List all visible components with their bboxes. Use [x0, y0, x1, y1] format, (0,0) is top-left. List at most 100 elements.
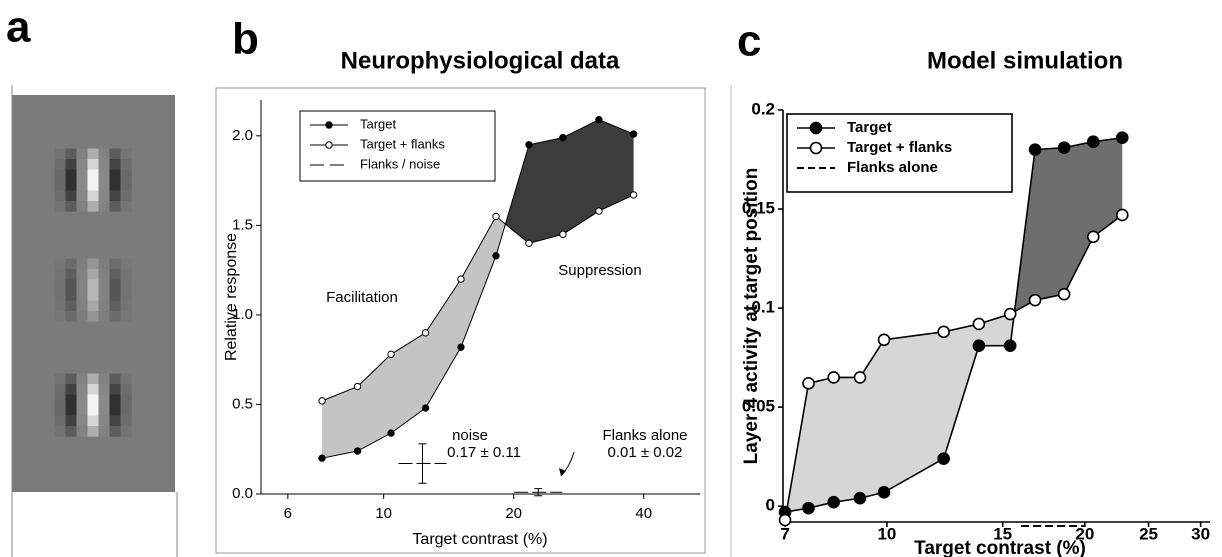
marker: [629, 191, 638, 199]
stimulus-pixel: [87, 159, 99, 170]
stimulus-pixel: [76, 384, 88, 395]
marker: [318, 397, 326, 405]
panel-label: a: [6, 3, 31, 52]
marker: [525, 141, 533, 149]
y-tick-label: 0.0: [232, 485, 253, 502]
region-label: Suppression: [558, 262, 641, 279]
stimulus-pixel: [76, 426, 88, 437]
stimulus-pixel: [98, 258, 110, 270]
stimulus-pixel: [54, 159, 66, 170]
arrow-head: [559, 468, 566, 476]
stimulus-pixel: [109, 311, 121, 322]
x-tick-label: 40: [635, 505, 652, 522]
stimulus-pixel: [109, 394, 121, 406]
stimulus-pixel: [120, 311, 132, 322]
stimulus-pixel: [54, 415, 66, 427]
chart-title: Neurophysiological data: [341, 47, 620, 74]
stimulus-pixel: [87, 311, 99, 322]
stimulus-pixel: [109, 373, 121, 385]
marker: [318, 454, 326, 462]
stimulus-pixel: [109, 190, 121, 202]
stimulus-pixel: [87, 269, 99, 280]
stimulus-pixel: [120, 405, 132, 416]
marker: [353, 382, 362, 391]
stimulus-pixel: [65, 426, 77, 437]
stimulus-pixel: [109, 384, 121, 395]
error-label: Flanks alone: [602, 427, 687, 444]
legend-box: [786, 113, 1013, 193]
stimulus-pixel: [65, 159, 77, 170]
stimulus-pixel: [65, 279, 77, 291]
stimulus-pixel: [87, 290, 99, 301]
stimulus-pixel: [109, 169, 121, 181]
stimulus-pixel: [87, 148, 99, 160]
y-tick-label: 1.0: [232, 306, 253, 323]
stimulus-pixel: [87, 279, 99, 291]
stimulus-pixel: [76, 394, 88, 406]
stimulus-pixel: [76, 169, 88, 181]
stimulus-pixel: [54, 279, 66, 291]
stimulus-pixel: [65, 311, 77, 322]
stimulus-pixel: [54, 180, 66, 191]
stimulus-pixel: [109, 279, 121, 291]
stimulus-pixel: [109, 148, 121, 160]
y-tick-label: 0.1: [751, 298, 775, 317]
y-axis-label: Relative response: [223, 233, 240, 361]
stimulus-pixel: [76, 190, 88, 202]
stimulus-pixel: [54, 258, 66, 270]
marker: [525, 239, 533, 247]
stimulus-pixel: [76, 300, 88, 312]
x-tick-label: 7: [780, 524, 789, 543]
stimulus-pixel: [109, 426, 121, 437]
marker: [387, 350, 395, 359]
chart-title: Model simulation: [927, 47, 1123, 74]
marker: [559, 133, 567, 142]
marker: [457, 275, 465, 283]
stimulus-pixel: [87, 258, 99, 270]
series-line: [321, 119, 634, 459]
error-value-label: 0.01 ± 0.02: [608, 444, 683, 461]
marker: [1003, 339, 1017, 353]
x-tick-label: 6: [284, 505, 292, 522]
stimulus-pixel: [98, 311, 110, 322]
marker: [1057, 287, 1071, 301]
marker: [877, 485, 891, 499]
marker: [1115, 131, 1129, 145]
marker: [937, 452, 950, 465]
marker: [1057, 141, 1071, 154]
stimulus-pixel: [65, 373, 77, 385]
marker: [457, 343, 465, 351]
legend-marker: [809, 121, 823, 135]
stimulus-pixel: [54, 384, 66, 395]
stimulus-pixel: [109, 201, 121, 212]
region-label: Facilitation: [326, 289, 398, 306]
stimulus-pixel: [87, 190, 99, 202]
stimulus-pixel: [98, 384, 110, 395]
marker: [972, 339, 986, 353]
marker: [802, 501, 815, 515]
stimulus-pixel: [65, 300, 77, 312]
marker: [937, 325, 950, 339]
stimulus-pixel: [65, 258, 77, 270]
stimulus-pixel: [76, 201, 88, 212]
stimulus-pixel: [120, 373, 132, 385]
stimulus-pixel: [54, 201, 66, 212]
stimulus-pixel: [109, 415, 121, 427]
panel-label: c: [737, 17, 761, 66]
stimulus-pixel: [120, 148, 132, 160]
x-tick-label: 10: [877, 524, 896, 543]
stimulus-pixel: [87, 384, 99, 395]
stimulus-pixel: [76, 405, 88, 416]
marker: [802, 377, 815, 390]
x-tick-label: 20: [1075, 524, 1094, 543]
legend-label: Target + flanks: [847, 139, 952, 156]
stimulus-pixel: [65, 180, 77, 191]
x-tick-label: 20: [505, 505, 522, 522]
stimulus-pixel: [98, 394, 110, 406]
marker: [827, 371, 840, 384]
stimulus-pixel: [54, 405, 66, 416]
marker: [877, 333, 891, 347]
stimulus-pixel: [54, 426, 66, 437]
stimulus-pixel: [98, 405, 110, 416]
